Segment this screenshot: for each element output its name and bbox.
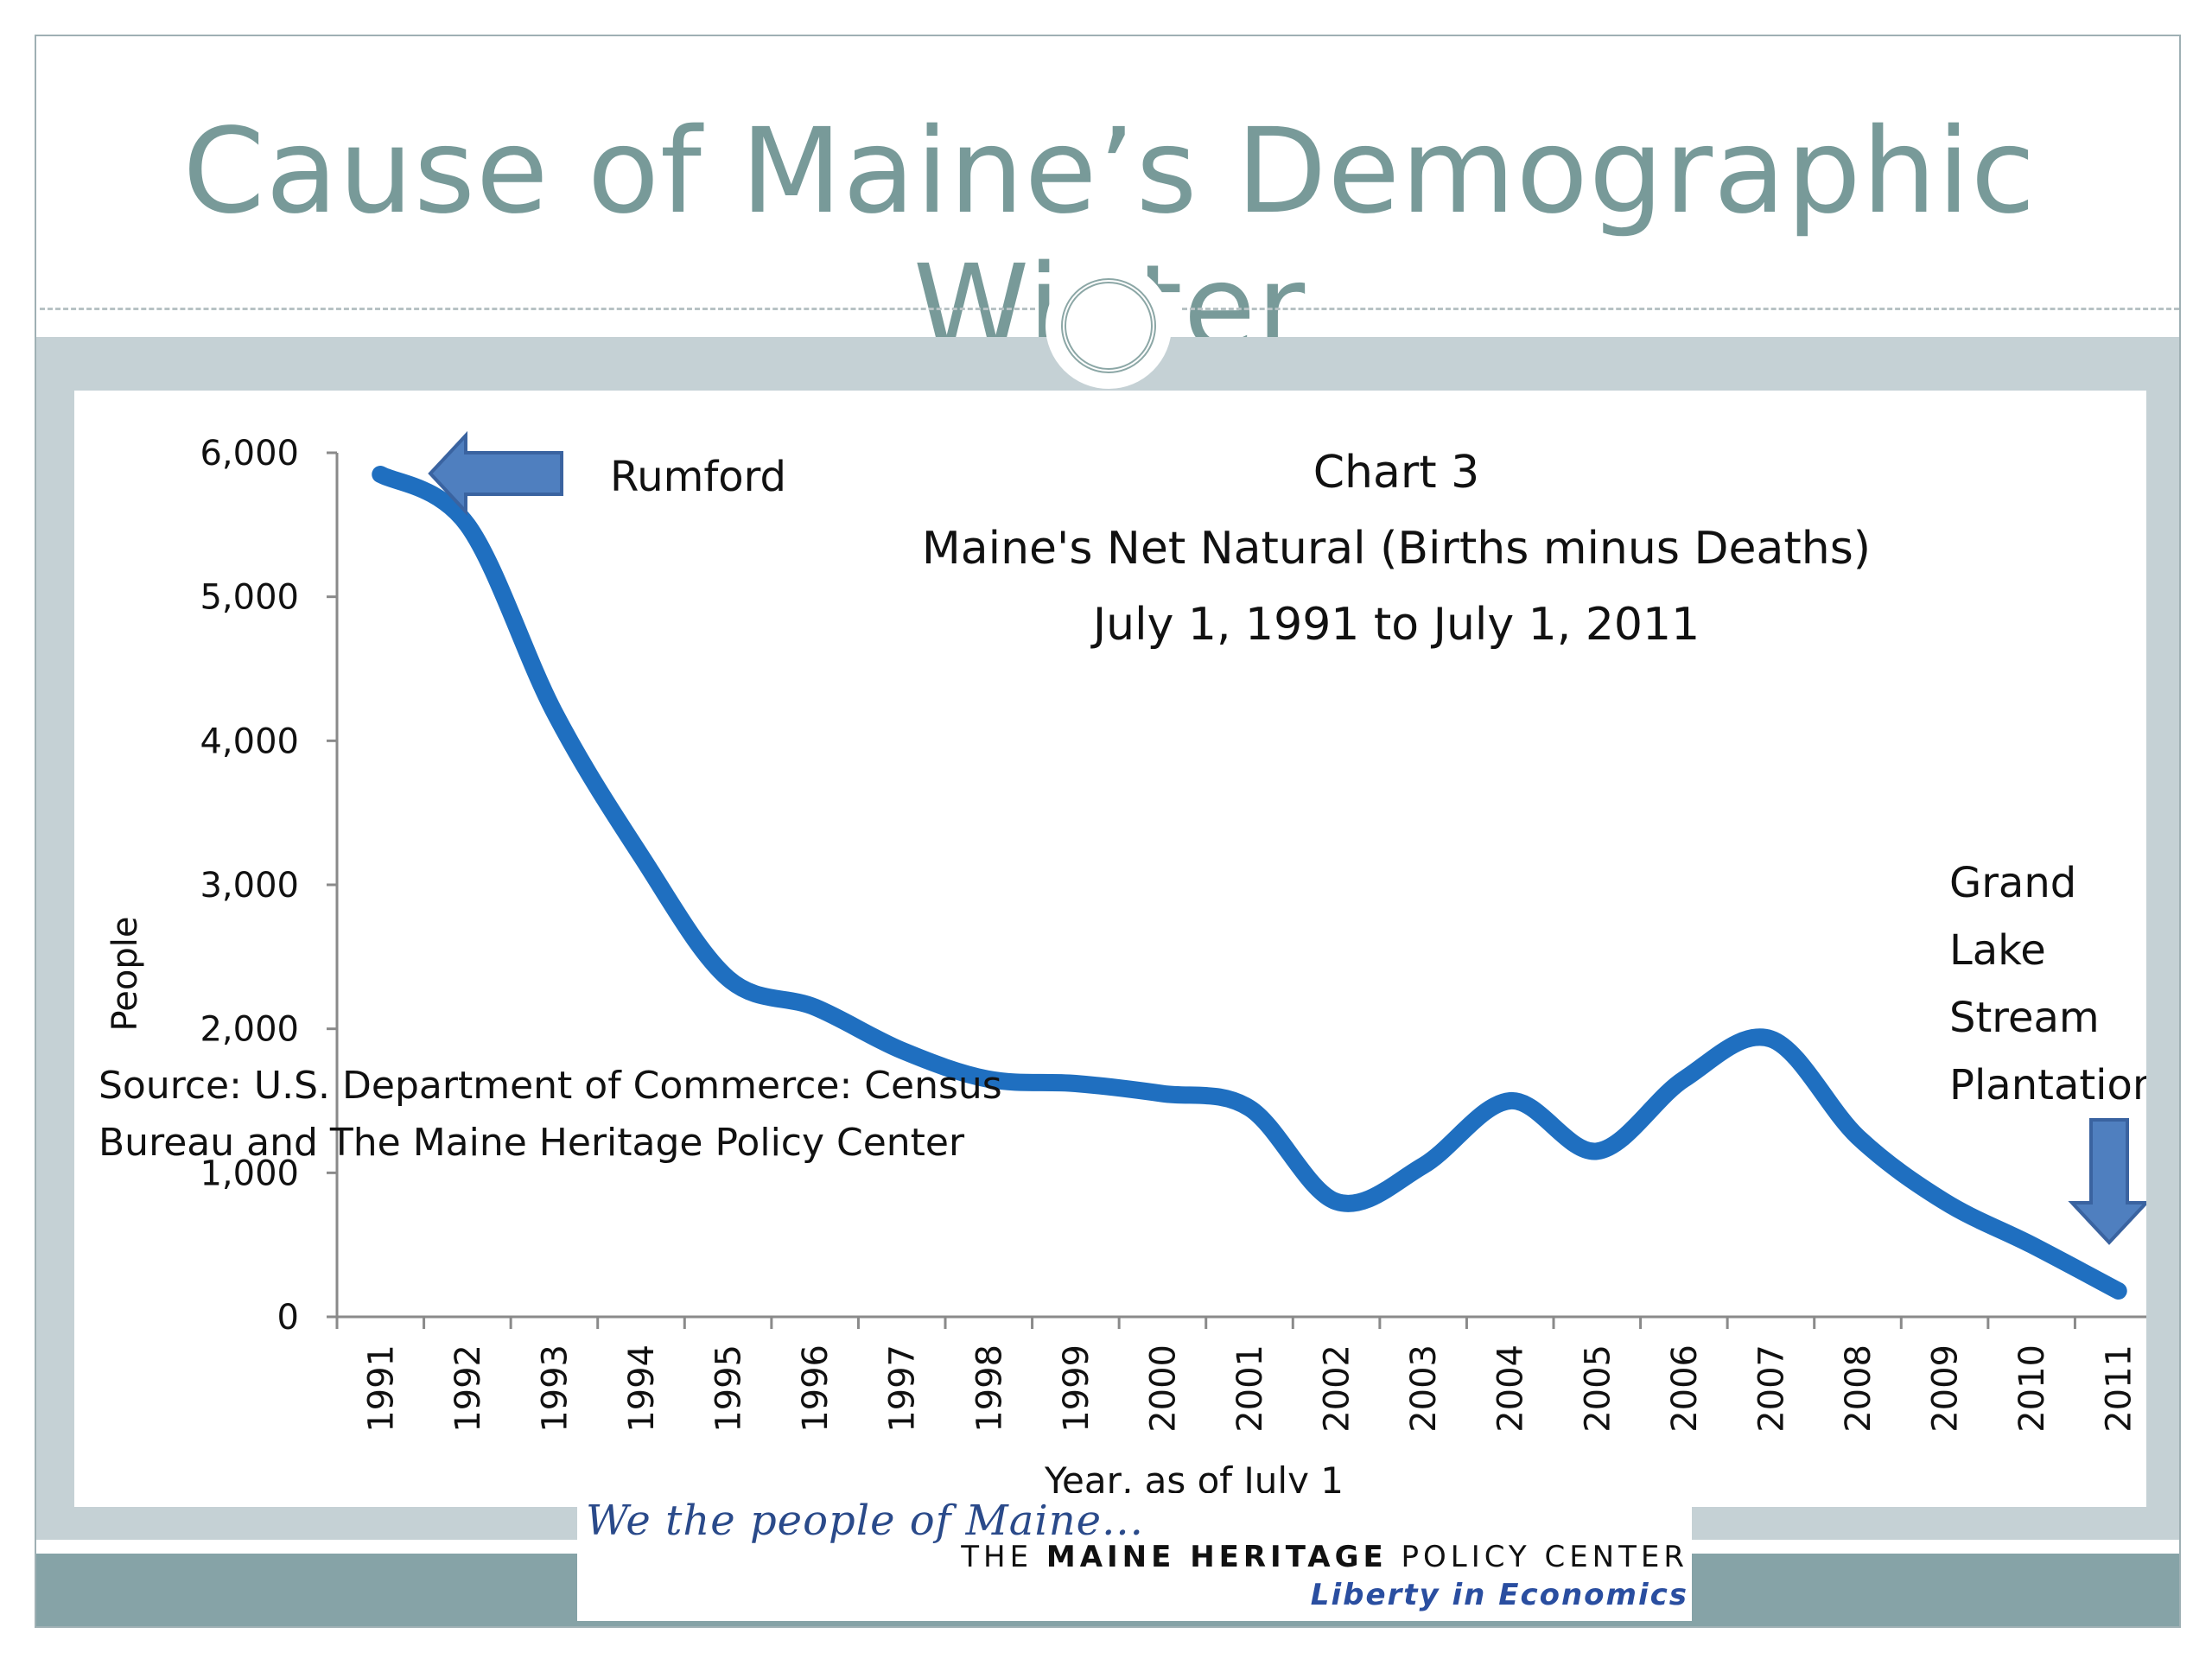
- y-tick-label: 6,000: [200, 434, 299, 474]
- x-tick-label: 1996: [796, 1344, 836, 1433]
- logo-tagline: Liberty in Economics: [1310, 1578, 1688, 1612]
- x-tick-label: 1992: [448, 1344, 488, 1433]
- x-tick-label: 2002: [1318, 1344, 1357, 1433]
- logo-name-pre: THE: [961, 1540, 1046, 1574]
- y-axis: 0 1,000 2,000 3,000 4,000 5,000 6,000: [200, 434, 337, 1338]
- x-tick-label: 1991: [361, 1344, 401, 1433]
- annotation-plantation: Plantation: [1949, 1061, 2146, 1109]
- x-tick-label: 1995: [709, 1344, 749, 1433]
- series-line-net-natural: [372, 466, 2127, 1300]
- x-tick-label: 2003: [1404, 1344, 1444, 1433]
- rumford-arrow-icon: [428, 430, 563, 517]
- logo-name-bold: MAINE HERITAGE: [1046, 1540, 1388, 1574]
- chart-title-line-2: Maine's Net Natural (Births minus Deaths…: [922, 523, 1871, 575]
- logo-name-post: POLICY CENTER: [1387, 1540, 1688, 1574]
- x-tick-label: 2001: [1230, 1344, 1270, 1433]
- chart-title-line-3: July 1, 1991 to July 1, 2011: [1090, 599, 1700, 651]
- annotation-rumford: Rumford: [610, 453, 786, 501]
- logo-script: We the people of Maine...: [586, 1497, 1144, 1545]
- x-axis: 1991 1992 1993 1994 1995 1996 1997 1998 1999 2000…: [335, 1317, 2164, 1433]
- source-note: Source: U.S. Department of Commerce: Cen…: [99, 1058, 1002, 1172]
- x-tick-label: 2004: [1491, 1344, 1531, 1433]
- x-tick-label: 2007: [1751, 1344, 1791, 1433]
- x-tick-label: 2010: [2012, 1344, 2052, 1433]
- source-line-1: Source: U.S. Department of Commerce: Cen…: [99, 1064, 1002, 1108]
- y-axis-label: People: [105, 917, 145, 1032]
- x-tick-label: 2006: [1665, 1344, 1705, 1433]
- y-tick-label: 2,000: [200, 1010, 299, 1050]
- y-tick-label: 4,000: [200, 721, 299, 761]
- x-tick-label: 2005: [1578, 1344, 1618, 1433]
- source-line-2: Bureau and The Maine Heritage Policy Cen…: [99, 1121, 965, 1165]
- chart-panel: Chart 3 Maine's Net Natural (Births minu…: [74, 391, 2164, 1507]
- y-tick-label: 0: [277, 1298, 299, 1338]
- chart-title: Chart 3 Maine's Net Natural (Births minu…: [922, 447, 1871, 651]
- x-tick-label: 2000: [1143, 1344, 1183, 1433]
- annotation-grand: Grand: [1949, 859, 2076, 907]
- x-tick-label: 1993: [535, 1344, 575, 1433]
- y-tick-label: 1,000: [200, 1154, 299, 1193]
- logo-name: THE MAINE HERITAGE POLICY CENTER: [961, 1540, 1688, 1574]
- divider-circle-icon: [1046, 263, 1172, 389]
- x-tick-label: 2008: [1839, 1344, 1878, 1433]
- x-tick-label: 1997: [883, 1344, 923, 1433]
- chart-svg: Chart 3 Maine's Net Natural (Births minu…: [105, 430, 2164, 1502]
- annotation-lake: Lake: [1949, 926, 2046, 975]
- slide: Cause of Maine’s Demographic Winter Char…: [35, 35, 2181, 1628]
- title-divider-left: [40, 308, 1035, 310]
- x-tick-label: 2011: [2100, 1344, 2139, 1433]
- annotation-stream: Stream: [1949, 994, 2100, 1042]
- mhpc-logo: We the people of Maine... THE MAINE HERI…: [577, 1493, 1692, 1621]
- x-tick-label: 1994: [622, 1344, 662, 1433]
- y-tick-label: 3,000: [200, 866, 299, 906]
- x-tick-label: 1998: [969, 1344, 1009, 1433]
- chart-title-line-1: Chart 3: [1313, 447, 1480, 499]
- x-tick-label: 1999: [1057, 1344, 1096, 1433]
- y-tick-label: 5,000: [200, 578, 299, 618]
- title-divider-right: [1182, 308, 2179, 310]
- x-tick-label: 2009: [1926, 1344, 1966, 1433]
- circle-ring: [1061, 278, 1156, 373]
- grand-lake-arrow-icon: [2068, 1118, 2151, 1245]
